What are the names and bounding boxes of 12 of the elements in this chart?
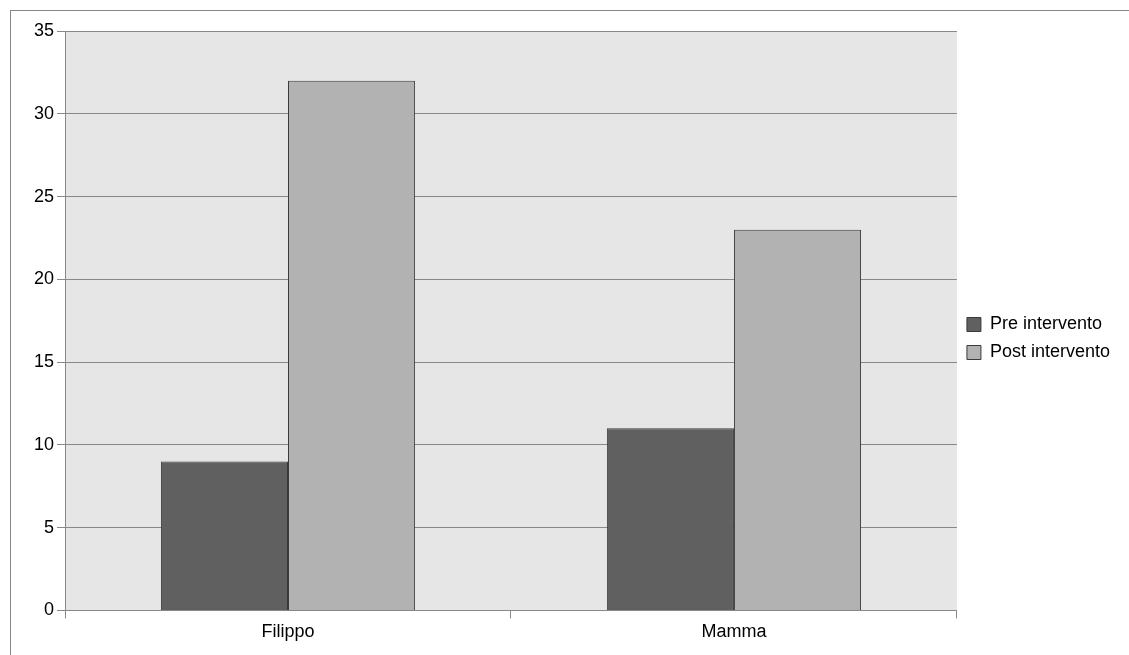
y-tick-label: 30 — [33, 102, 55, 123]
x-tick-label: Mamma — [701, 621, 768, 642]
y-tick-label: 0 — [44, 599, 55, 620]
y-tick-label: 5 — [44, 516, 55, 537]
x-tick-label: Filippo — [261, 621, 315, 642]
legend-label: Pre intervento — [989, 313, 1102, 334]
y-tick-label: 25 — [33, 185, 55, 206]
legend-label: Post intervento — [989, 341, 1111, 362]
y-tick-label: 10 — [33, 433, 55, 454]
y-tick-label: 20 — [33, 268, 55, 289]
y-tick-label: 35 — [33, 19, 55, 40]
y-tick-label: 15 — [33, 351, 55, 372]
